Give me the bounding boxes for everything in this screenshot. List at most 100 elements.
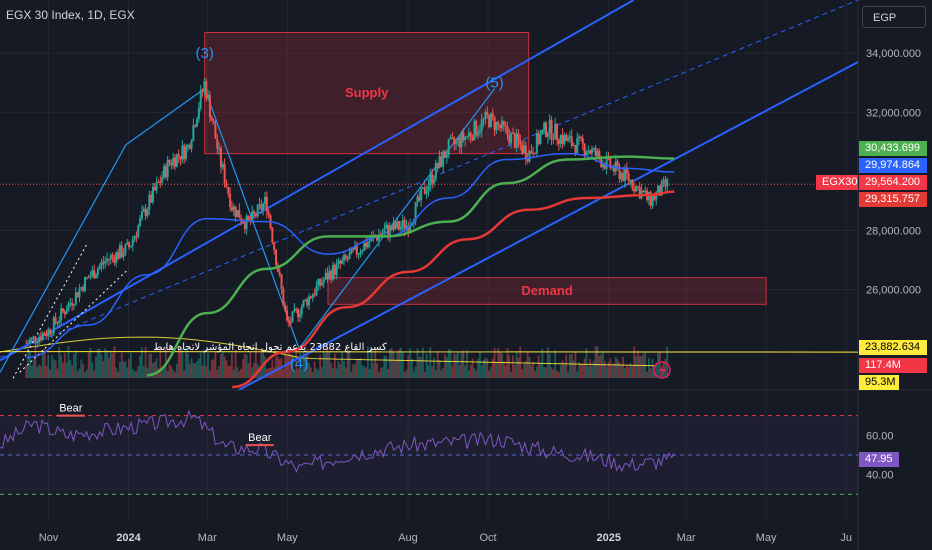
volume-bar bbox=[537, 355, 540, 378]
volume-bar bbox=[543, 367, 546, 378]
price-axis[interactable]: 34,000.000 32,000.000 28,000.000 26,000.000… bbox=[866, 48, 921, 482]
candle-body bbox=[280, 274, 283, 289]
candle-body bbox=[556, 124, 559, 140]
volume-bar bbox=[78, 368, 81, 378]
candle-body bbox=[350, 248, 353, 254]
bear-label: Bear bbox=[248, 432, 272, 444]
candle-body bbox=[168, 160, 171, 163]
candle-body bbox=[315, 286, 318, 295]
candle-body bbox=[276, 265, 279, 272]
candle-body bbox=[159, 181, 162, 183]
candle-body bbox=[179, 156, 182, 160]
volume-bar bbox=[521, 369, 524, 378]
candle-body bbox=[139, 218, 142, 226]
volume-bar bbox=[390, 348, 393, 378]
candle-body bbox=[196, 119, 199, 127]
candle-body bbox=[565, 135, 568, 141]
candle-body bbox=[262, 203, 265, 210]
volume-bar bbox=[565, 354, 568, 378]
volume-bar bbox=[510, 371, 513, 378]
volume-bar bbox=[346, 347, 349, 378]
candle-body bbox=[475, 120, 478, 136]
volume-bar bbox=[376, 363, 378, 378]
currency-selector[interactable]: EGP bbox=[862, 6, 926, 28]
candle-body bbox=[489, 113, 492, 127]
candle-body bbox=[337, 260, 340, 264]
volume-bar bbox=[488, 370, 490, 378]
volume-bar bbox=[107, 357, 110, 378]
candle-body bbox=[201, 90, 204, 92]
volume-bar bbox=[427, 365, 430, 378]
volume-bar bbox=[412, 371, 415, 378]
volume-bar bbox=[232, 369, 235, 378]
price-tag-last: 29,564.200 bbox=[859, 175, 927, 190]
candle-body bbox=[87, 277, 90, 279]
volume-bar bbox=[308, 362, 310, 378]
candle-body bbox=[398, 221, 401, 230]
candle-body bbox=[548, 119, 551, 134]
volume-bar bbox=[225, 360, 228, 378]
candle-body bbox=[71, 303, 74, 306]
candle-body bbox=[427, 185, 430, 192]
volume-bar bbox=[67, 346, 70, 378]
candle-body bbox=[271, 228, 274, 243]
volume-bar bbox=[111, 353, 114, 378]
volume-bar bbox=[491, 358, 494, 378]
volume-bar bbox=[528, 357, 531, 378]
candle-body bbox=[78, 288, 81, 298]
volume-bar bbox=[333, 353, 336, 378]
volume-bar bbox=[370, 349, 373, 378]
volume-bar bbox=[530, 364, 533, 378]
candle-body bbox=[532, 153, 535, 155]
volume-bar bbox=[137, 365, 140, 378]
volume-bar bbox=[159, 347, 162, 378]
support-level-line bbox=[0, 351, 858, 353]
volume-bar bbox=[260, 350, 263, 378]
volume-bar bbox=[96, 348, 99, 378]
candle-body bbox=[194, 125, 197, 127]
volume-bar bbox=[282, 368, 285, 378]
candle-body bbox=[590, 149, 593, 154]
candle-body bbox=[664, 180, 667, 187]
candle-body bbox=[636, 185, 639, 188]
candle-body bbox=[570, 136, 573, 146]
candle-body bbox=[341, 260, 344, 264]
candle-body bbox=[488, 115, 491, 127]
candle-body bbox=[644, 190, 647, 193]
volume-bar bbox=[122, 361, 125, 378]
candle-body bbox=[497, 121, 500, 125]
candle-body bbox=[499, 124, 502, 129]
volume-bar bbox=[389, 349, 391, 378]
volume-bar bbox=[177, 349, 180, 378]
candle-body bbox=[205, 81, 208, 99]
volume-bar bbox=[343, 361, 345, 378]
candle-body bbox=[153, 186, 156, 191]
candle-body bbox=[117, 252, 120, 259]
candle-body bbox=[407, 225, 410, 233]
volume-bar bbox=[647, 358, 650, 378]
volume-bar bbox=[161, 369, 164, 378]
candle-body bbox=[311, 294, 314, 299]
volume-bar bbox=[429, 347, 432, 378]
volume-bar bbox=[387, 368, 389, 378]
volume-bar bbox=[131, 369, 134, 378]
time-axis-label: Nov bbox=[39, 532, 59, 544]
candle-body bbox=[344, 255, 347, 259]
volume-bar bbox=[166, 370, 169, 378]
time-axis-label: May bbox=[756, 532, 777, 544]
time-axis[interactable]: Nov 2024 Mar May Aug Oct 2025 Mar May Ju bbox=[39, 532, 852, 544]
volume-bar bbox=[385, 356, 388, 378]
candle-body bbox=[539, 134, 542, 144]
volume-bar bbox=[93, 370, 96, 378]
candle-body bbox=[651, 195, 654, 206]
volume-bar bbox=[168, 363, 171, 378]
volume-bar bbox=[572, 360, 575, 378]
volume-bar bbox=[613, 363, 615, 378]
volume-bar bbox=[207, 353, 209, 378]
volume-bar bbox=[172, 369, 175, 378]
volume-bar bbox=[326, 346, 329, 378]
time-axis-label: Mar bbox=[677, 532, 696, 544]
volume-bar bbox=[638, 355, 641, 378]
candle-body bbox=[295, 308, 298, 310]
